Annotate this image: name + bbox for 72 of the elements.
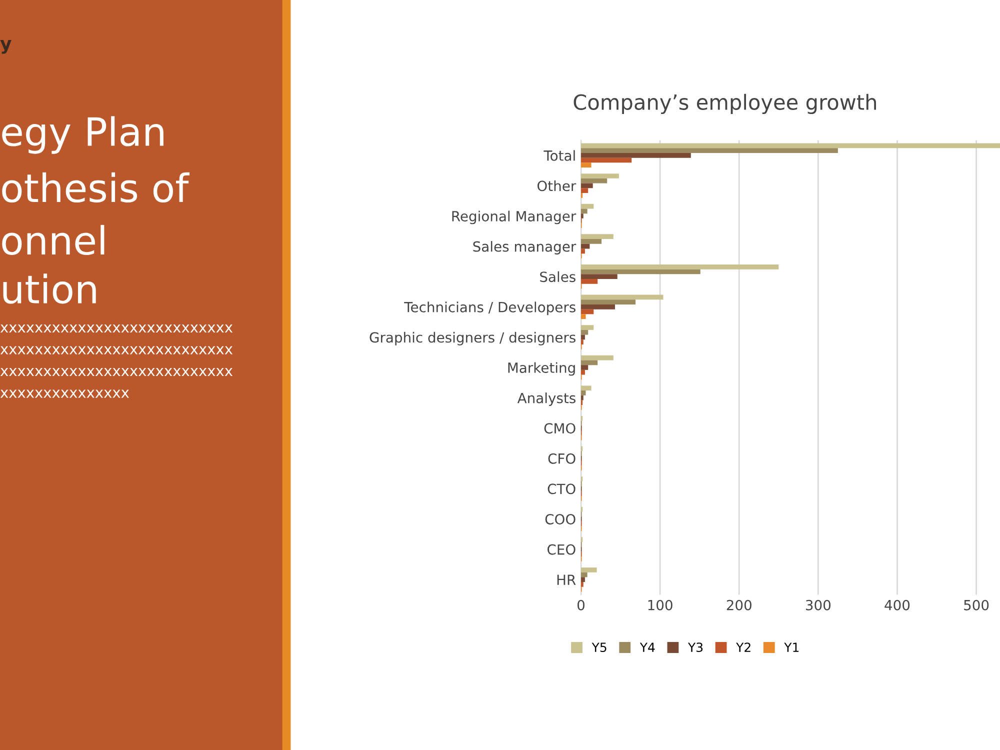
bar xyxy=(581,178,608,184)
text: xxxxxxxxxxxxxxxxxxxxxxxxxxx xyxy=(0,346,233,354)
legend-label: Y2 xyxy=(736,642,750,652)
x-tick-label: 200 xyxy=(726,600,752,610)
text: xxxxxxxxxxxxxxx xyxy=(0,390,129,398)
y-tick-label: CFO xyxy=(548,453,576,464)
text: egy Plan xyxy=(2,116,164,154)
bar xyxy=(581,390,586,396)
bar xyxy=(581,355,614,360)
bar xyxy=(581,234,614,240)
y-tick-label: Other xyxy=(537,180,576,192)
bar xyxy=(581,325,594,330)
bar xyxy=(581,183,593,188)
y-tick-label: CTO xyxy=(548,484,576,494)
bar xyxy=(581,386,592,391)
text: onnel xyxy=(2,224,104,256)
bar xyxy=(581,162,592,168)
bar xyxy=(581,158,632,163)
bar xyxy=(581,244,590,249)
bar xyxy=(581,370,585,375)
y-tick-label: Analysts xyxy=(517,392,576,406)
bar xyxy=(581,248,585,254)
bar xyxy=(581,274,618,280)
y-tick-label: Marketing xyxy=(508,362,575,376)
x-tick-label: 100 xyxy=(648,600,672,610)
y-tick-label: Total xyxy=(544,150,575,161)
y-tick-label: Sales xyxy=(540,271,576,282)
bar xyxy=(581,360,598,366)
bar xyxy=(581,204,594,209)
bar xyxy=(581,148,838,153)
x-tick-label: 300 xyxy=(806,600,830,610)
bar xyxy=(581,264,779,270)
bar xyxy=(581,239,602,244)
bar xyxy=(581,279,598,284)
y-tick-label: CMO xyxy=(544,423,576,434)
legend-label: Y1 xyxy=(784,642,799,652)
chart-title: Company’s employee growth xyxy=(574,94,876,114)
text: xxxxxxxxxxxxxxxxxxxxxxxxxxx xyxy=(0,368,233,376)
y-tick-label: CEO xyxy=(548,544,576,555)
bar xyxy=(581,143,1000,148)
text: y xyxy=(0,40,12,54)
bar xyxy=(581,334,585,340)
bar xyxy=(581,304,615,310)
y-tick-label: Graphic designers / designers xyxy=(370,332,576,346)
y-tick-label: HR xyxy=(557,574,576,585)
y-tick-label: COO xyxy=(545,514,576,524)
bar xyxy=(581,577,585,582)
y-tick-label: Technicians / Developers xyxy=(404,302,576,316)
x-tick-label: 0 xyxy=(577,600,584,610)
text: xxxxxxxxxxxxxxxxxxxxxxxxxxx xyxy=(0,324,233,333)
bar xyxy=(581,330,588,335)
legend-label: Y3 xyxy=(688,642,703,652)
legend-label: Y4 xyxy=(640,642,655,652)
bar xyxy=(581,208,588,214)
x-tick-label: 400 xyxy=(884,600,910,610)
text: othesis of xyxy=(2,172,190,203)
bar xyxy=(581,294,664,300)
bar xyxy=(581,567,597,572)
x-tick-label: 500 xyxy=(964,600,989,610)
bar xyxy=(581,269,700,274)
bar xyxy=(581,300,636,304)
bar xyxy=(581,314,586,320)
y-tick-label: Regional Manager xyxy=(452,210,576,224)
bar xyxy=(581,188,588,193)
bar xyxy=(581,309,594,314)
bar xyxy=(581,572,588,578)
legend-label: Y5 xyxy=(592,642,606,652)
bar xyxy=(581,174,619,178)
bar xyxy=(581,365,588,370)
text: ution xyxy=(3,274,96,304)
bar xyxy=(581,152,691,158)
y-tick-label: Sales manager xyxy=(473,241,576,254)
